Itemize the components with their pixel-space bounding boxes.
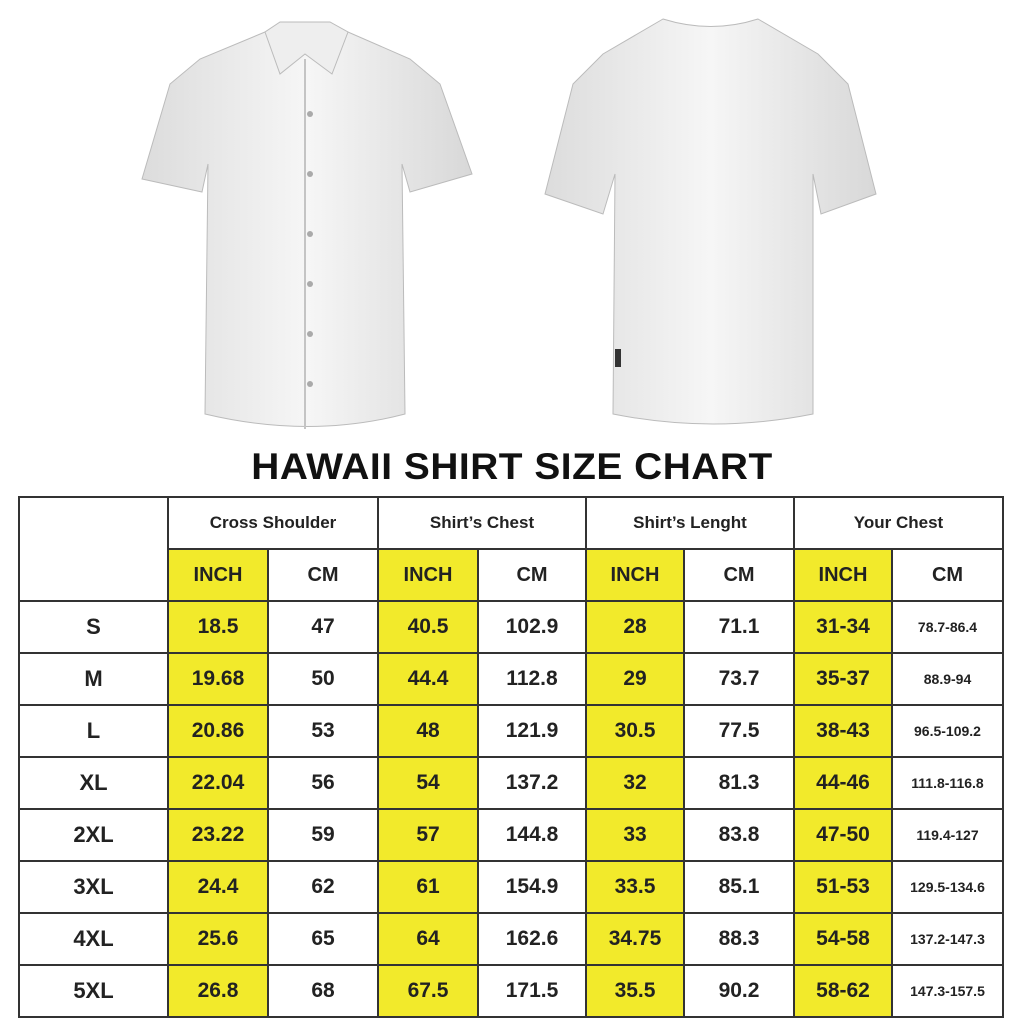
table-cell: 34.75 [585, 912, 685, 966]
table-cell: 71.1 [683, 600, 795, 654]
table-cell: 62 [267, 860, 379, 914]
unit-header: INCH [377, 548, 479, 602]
table-row: 2XL 23.22 59 57 144.8 33 83.8 47-50 119.4-127 [18, 808, 1004, 862]
table-cell: 67.5 [377, 964, 479, 1018]
table-cell: 24.4 [167, 860, 269, 914]
table-cell: 154.9 [477, 860, 587, 914]
shirt-front-image [141, 21, 473, 429]
table-cell: 29 [585, 652, 685, 706]
table-cell: 77.5 [683, 704, 795, 758]
table-row: S 18.5 47 40.5 102.9 28 71.1 31-34 78.7-86.4 [18, 600, 1004, 654]
table-row: 5XL 26.8 68 67.5 171.5 35.5 90.2 58-62 147.3-157… [18, 964, 1004, 1018]
table-cell: 23.22 [167, 808, 269, 862]
size-label: S [18, 600, 169, 654]
unit-header: INCH [167, 548, 269, 602]
unit-header: CM [683, 548, 795, 602]
group-header: Cross Shoulder [167, 496, 379, 550]
size-chart-table: Cross Shoulder Shirt’s Chest Shirt’s Len… [18, 496, 1004, 1018]
table-cell: 58-62 [793, 964, 893, 1018]
table-cell: 59 [267, 808, 379, 862]
table-cell: 137.2-147.3 [891, 912, 1004, 966]
unit-header: CM [267, 548, 379, 602]
table-cell: 35.5 [585, 964, 685, 1018]
corner-cell [18, 496, 169, 602]
unit-header: INCH [793, 548, 893, 602]
table-row: 4XL 25.6 65 64 162.6 34.75 88.3 54-58 137.2-147.… [18, 912, 1004, 966]
table-cell: 28 [585, 600, 685, 654]
size-label: L [18, 704, 169, 758]
table-cell: 54-58 [793, 912, 893, 966]
unit-header: CM [891, 548, 1004, 602]
table-cell: 171.5 [477, 964, 587, 1018]
table-row: XL 22.04 56 54 137.2 32 81.3 44-46 111.8-116.8 [18, 756, 1004, 810]
table-cell: 22.04 [167, 756, 269, 810]
table-cell: 26.8 [167, 964, 269, 1018]
table-cell: 147.3-157.5 [891, 964, 1004, 1018]
table-cell: 38-43 [793, 704, 893, 758]
table-cell: 111.8-116.8 [891, 756, 1004, 810]
table-cell: 90.2 [683, 964, 795, 1018]
table-cell: 85.1 [683, 860, 795, 914]
table-cell: 112.8 [477, 652, 587, 706]
shirt-back-image [544, 18, 877, 425]
table-cell: 35-37 [793, 652, 893, 706]
table-cell: 144.8 [477, 808, 587, 862]
table-cell: 44-46 [793, 756, 893, 810]
table-cell: 30.5 [585, 704, 685, 758]
unit-header: CM [477, 548, 587, 602]
table-cell: 57 [377, 808, 479, 862]
table-cell: 83.8 [683, 808, 795, 862]
group-header: Your Chest [793, 496, 1004, 550]
table-cell: 44.4 [377, 652, 479, 706]
table-cell: 51-53 [793, 860, 893, 914]
size-label: M [18, 652, 169, 706]
table-cell: 96.5-109.2 [891, 704, 1004, 758]
table-cell: 47-50 [793, 808, 893, 862]
table-cell: 48 [377, 704, 479, 758]
table-row: L 20.86 53 48 121.9 30.5 77.5 38-43 96.5-109.2 [18, 704, 1004, 758]
table-cell: 47 [267, 600, 379, 654]
size-label: 2XL [18, 808, 169, 862]
table-cell: 20.86 [167, 704, 269, 758]
table-cell: 50 [267, 652, 379, 706]
group-header: Shirt’s Lenght [585, 496, 795, 550]
table-cell: 119.4-127 [891, 808, 1004, 862]
table-cell: 88.3 [683, 912, 795, 966]
table-cell: 78.7-86.4 [891, 600, 1004, 654]
table-cell: 33.5 [585, 860, 685, 914]
table-cell: 56 [267, 756, 379, 810]
table-cell: 33 [585, 808, 685, 862]
table-cell: 54 [377, 756, 479, 810]
table-cell: 53 [267, 704, 379, 758]
size-label: XL [18, 756, 169, 810]
table-cell: 129.5-134.6 [891, 860, 1004, 914]
unit-header: INCH [585, 548, 685, 602]
table-cell: 88.9-94 [891, 652, 1004, 706]
table-cell: 18.5 [167, 600, 269, 654]
size-label: 5XL [18, 964, 169, 1018]
table-cell: 102.9 [477, 600, 587, 654]
table-cell: 81.3 [683, 756, 795, 810]
chart-title: HAWAII SHIRT SIZE CHART [251, 446, 773, 487]
group-header: Shirt’s Chest [377, 496, 587, 550]
table-cell: 40.5 [377, 600, 479, 654]
table-cell: 19.68 [167, 652, 269, 706]
table-cell: 73.7 [683, 652, 795, 706]
size-label: 4XL [18, 912, 169, 966]
table-cell: 64 [377, 912, 479, 966]
table-cell: 32 [585, 756, 685, 810]
table-cell: 162.6 [477, 912, 587, 966]
table-cell: 31-34 [793, 600, 893, 654]
table-cell: 121.9 [477, 704, 587, 758]
table-cell: 25.6 [167, 912, 269, 966]
table-row: 3XL 24.4 62 61 154.9 33.5 85.1 51-53 129.5-134.6 [18, 860, 1004, 914]
table-cell: 68 [267, 964, 379, 1018]
table-cell: 61 [377, 860, 479, 914]
table-cell: 65 [267, 912, 379, 966]
table-cell: 137.2 [477, 756, 587, 810]
table-row: M 19.68 50 44.4 112.8 29 73.7 35-37 88.9-94 [18, 652, 1004, 706]
size-label: 3XL [18, 860, 169, 914]
